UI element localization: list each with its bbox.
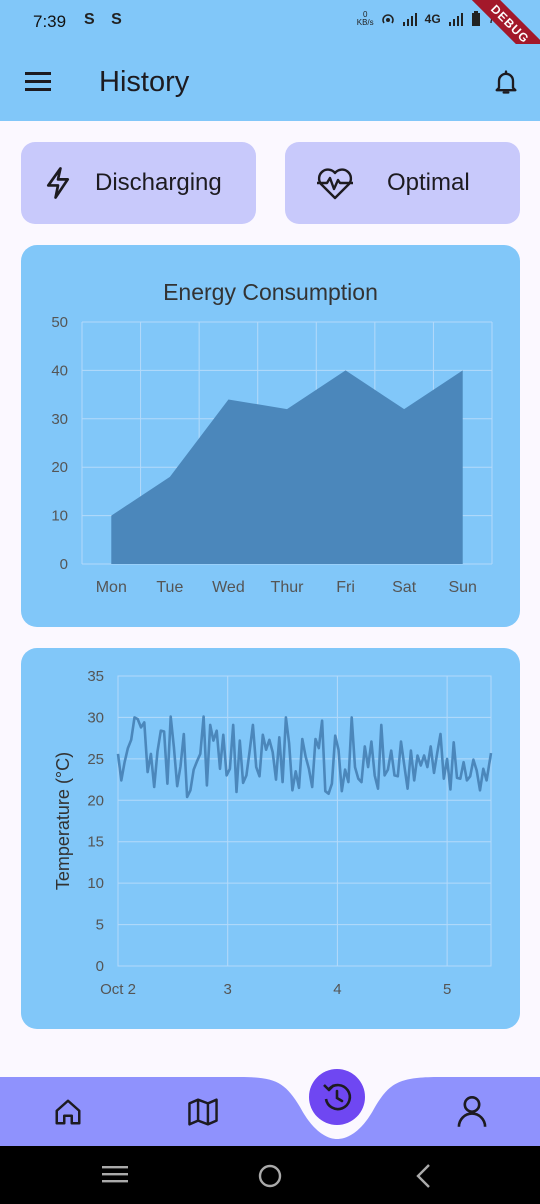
data-speed-unit: KB/s	[356, 17, 374, 27]
status-bar: 7:39 S S 0 KB/s 4G 7 DEBUG	[0, 0, 540, 74]
x-tick-label: Fri	[336, 579, 355, 596]
lightning-icon	[46, 167, 70, 199]
y-tick-label: 10	[51, 508, 68, 525]
y-tick-label: 25	[87, 751, 104, 768]
discharging-label: Discharging	[95, 169, 222, 196]
recents-icon[interactable]	[102, 1164, 128, 1184]
plot-border	[117, 675, 492, 967]
y-tick-label: 5	[96, 917, 104, 934]
status-right-icons: 0 KB/s 4G 7	[357, 10, 496, 27]
x-tick-label: Sun	[448, 579, 476, 596]
battery-icon	[471, 10, 480, 26]
temperature-chart: 0 5 10 15 20 25 30 35 Oct 2 3 4 5 Temperature (°C)	[53, 668, 493, 998]
history-fab-button[interactable]	[309, 1069, 365, 1125]
signal-icon	[402, 12, 417, 26]
data-speed: 0 KB/s	[356, 9, 374, 27]
energy-chart: 0 10 20 30 40 50 Mon Tue Wed Thur Fri Sat Sun	[51, 314, 493, 596]
home-icon[interactable]	[53, 1097, 83, 1127]
optimal-card[interactable]: Optimal	[285, 142, 520, 224]
y-tick-label: 30	[87, 709, 104, 726]
temperature-line	[116, 715, 493, 799]
data-speed-value: 0	[362, 9, 368, 19]
y-tick-label: 35	[87, 668, 104, 685]
x-tick-label: Oct 2	[100, 981, 136, 998]
x-tick-label: Thur	[271, 579, 305, 596]
bottom-nav	[0, 1077, 540, 1146]
optimal-label: Optimal	[387, 169, 470, 196]
notification-icons: S S	[84, 11, 128, 28]
signal-icon-2	[448, 12, 463, 26]
profile-icon[interactable]	[456, 1094, 488, 1128]
energy-chart-panel: Energy Consumption 0 10 20 30 40 50 Mon Tue Wed T…	[21, 245, 520, 627]
hotspot-icon	[381, 13, 394, 23]
y-tick-label: 20	[87, 792, 104, 809]
x-tick-label: 3	[224, 981, 232, 998]
y-tick-label: 20	[51, 459, 68, 476]
x-tick-label: Tue	[156, 579, 183, 596]
y-tick-label: 15	[87, 834, 104, 851]
x-tick-label: Mon	[96, 579, 127, 596]
menu-icon[interactable]	[25, 72, 51, 92]
y-tick-label: 10	[87, 875, 104, 892]
network-type: 4G	[424, 11, 441, 26]
temperature-chart-panel: 0 5 10 15 20 25 30 35 Oct 2 3 4 5 Temperature (°C)	[21, 648, 520, 1029]
home-button-icon[interactable]	[257, 1163, 283, 1189]
chart-title: Energy Consumption	[163, 279, 378, 305]
y-tick-label: 50	[51, 314, 68, 331]
x-tick-label: Wed	[212, 579, 245, 596]
y-axis-label: Temperature (°C)	[53, 752, 73, 890]
x-tick-label: Sat	[392, 579, 417, 596]
discharging-card[interactable]: Discharging	[21, 142, 256, 224]
x-tick-label: 5	[443, 981, 451, 998]
history-icon	[323, 1083, 352, 1111]
page-title: History	[99, 66, 190, 98]
y-tick-label: 30	[51, 411, 68, 428]
y-tick-label: 0	[60, 556, 68, 573]
energy-area	[111, 370, 463, 564]
x-tick-label: 4	[333, 981, 341, 998]
y-tick-label: 0	[96, 958, 104, 975]
system-nav-bar	[0, 1146, 540, 1204]
heart-pulse-icon	[317, 168, 353, 200]
y-tick-label: 40	[51, 362, 68, 379]
back-icon[interactable]	[414, 1163, 434, 1189]
app-bar: History	[0, 44, 540, 121]
bell-icon[interactable]	[492, 68, 520, 96]
map-icon[interactable]	[187, 1097, 219, 1127]
status-time: 7:39	[33, 12, 67, 31]
